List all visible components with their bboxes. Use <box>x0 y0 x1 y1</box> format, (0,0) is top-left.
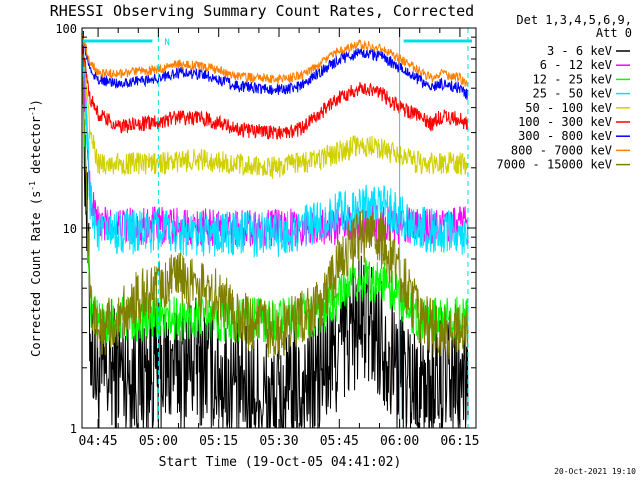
series-12-25-kev-line <box>81 61 469 344</box>
y-axis-label-main: Corrected Count Rate (s <box>29 191 43 357</box>
y-tick-label-100: 100 <box>55 22 77 36</box>
y-axis-label: Corrected Count Rate (s-1 detector-1) <box>28 99 43 357</box>
chart-title: RHESSI Observing Summary Count Rates, Co… <box>50 2 474 20</box>
legend-label-100-300-kev: 100 - 300 keV <box>518 115 612 129</box>
x-tick-label-0500: 05:00 <box>139 434 178 449</box>
series-7000-15000-kev-line <box>81 78 469 361</box>
y-axis-label-sup1: -1 <box>28 181 37 191</box>
legend-header-line1: Det 1,3,4,5,6,9, <box>516 13 632 27</box>
y-axis-label-mid: detector <box>29 116 43 181</box>
legend-header-line2: Att 0 <box>596 26 632 40</box>
legend-label-25-50-kev: 25 - 50 keV <box>533 87 612 101</box>
x-tick-label-0445: 04:45 <box>79 434 118 449</box>
plot-area: N <box>81 28 472 429</box>
timestamp: 20-Oct-2021 19:10 <box>554 467 636 476</box>
y-axis-label-end: ) <box>29 99 43 106</box>
x-axis-label: Start Time (19-Oct-05 04:41:02) <box>159 455 402 470</box>
x-tick-label-0545: 05:45 <box>320 434 359 449</box>
x-tick-label-0530: 05:30 <box>259 434 298 449</box>
legend-label-12-25-kev: 12 - 25 keV <box>533 72 612 86</box>
series-25-50-kev-line <box>81 30 469 258</box>
series-800-7000-kev-line <box>81 32 469 87</box>
legend-label-50-100-kev: 50 - 100 keV <box>525 101 612 115</box>
x-tick-label-0615: 06:15 <box>440 434 479 449</box>
y-tick-label-10: 10 <box>63 222 77 236</box>
series-50-100-kev-line <box>81 50 469 179</box>
legend-label-7000-15000-kev: 7000 - 15000 keV <box>496 158 612 172</box>
y-axis-label-sup2: -1 <box>28 106 37 116</box>
y-tick-label-1: 1 <box>70 422 77 436</box>
x-tick-label-0600: 06:00 <box>380 434 419 449</box>
legend-label-6-12-kev: 6 - 12 keV <box>540 58 612 72</box>
axes: 1 10 100 04:45 05:00 05:15 05:30 05:45 06:00 06:1… <box>55 22 479 449</box>
x-tick-label-0515: 05:15 <box>199 434 238 449</box>
legend-label-300-800-kev: 300 - 800 keV <box>518 129 612 143</box>
series-300-800-kev-line <box>81 37 469 100</box>
night-flag-label: N <box>164 38 169 48</box>
legend-label-3-6-kev: 3 - 6 keV <box>547 44 612 58</box>
legend-label-800-7000-kev: 800 - 7000 keV <box>511 143 612 157</box>
series-100-300-kev-line <box>81 44 469 140</box>
